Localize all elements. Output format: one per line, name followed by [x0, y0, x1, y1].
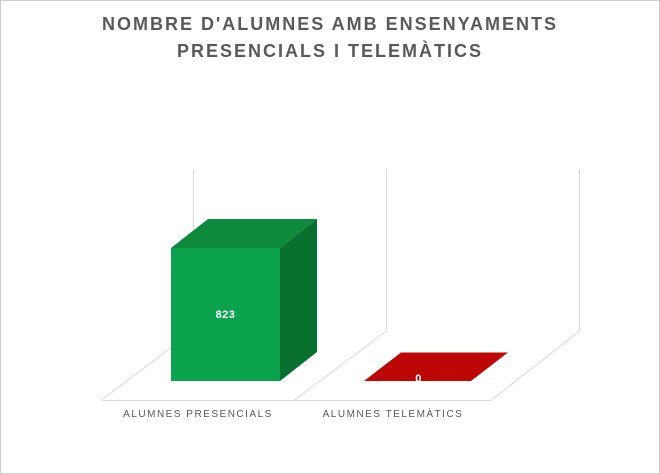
bar-telematics-value-label: 0	[415, 373, 422, 385]
floor-diagonal-middle	[294, 330, 387, 401]
category-label-telematics: ALUMNES TELEMÀTICS	[323, 407, 464, 420]
floor-diagonal-right	[491, 330, 580, 401]
chart-title-line2: PRESENCIALS I TELEMÀTICS	[176, 41, 484, 61]
chart-title: NOMBRE D'ALUMNES AMB ENSENYAMENTS PRESEN…	[1, 11, 659, 65]
bar-telematics-top-face	[364, 352, 508, 381]
category-label-presencials: ALUMNES PRESENCIALS	[123, 409, 273, 420]
bar-alumnes-telematics: 0	[364, 352, 508, 385]
bar-alumnes-presencials: 823	[171, 219, 317, 381]
bar-presencials-front-face	[171, 248, 280, 381]
chart-title-line1: NOMBRE D'ALUMNES AMB ENSENYAMENTS	[102, 14, 558, 34]
bar-presencials-side-face	[280, 219, 317, 381]
bar-presencials-value-label: 823	[216, 309, 236, 321]
bar-presencials-top-face	[171, 219, 317, 248]
